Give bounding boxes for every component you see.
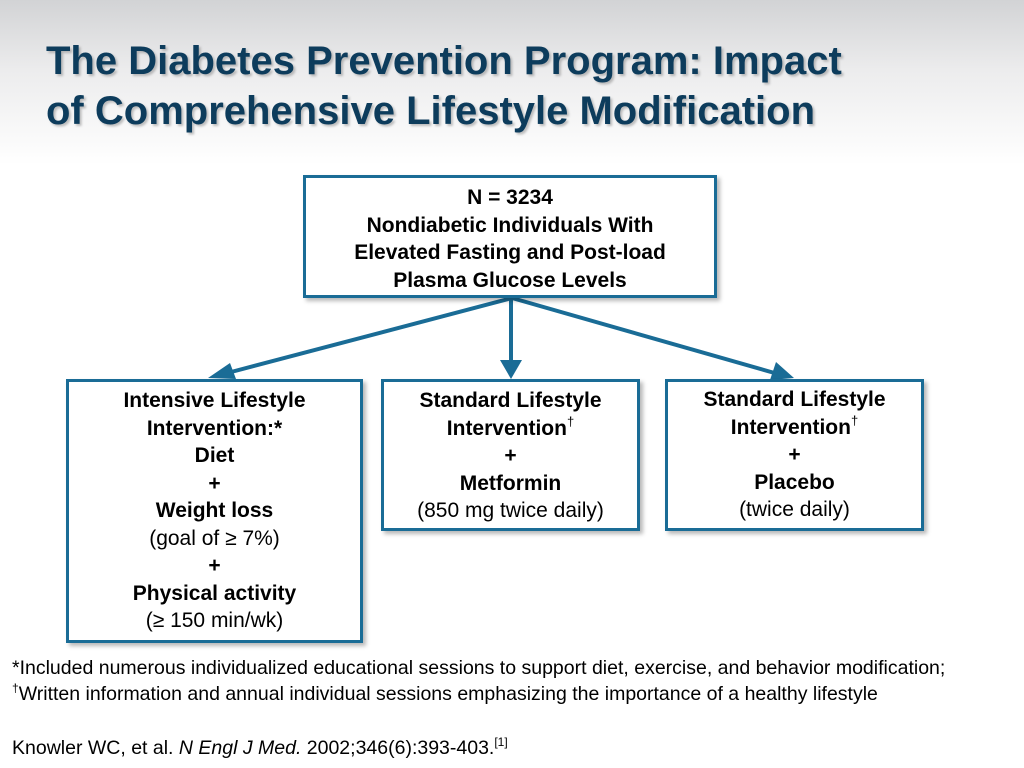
footnote-part-1: *Included numerous individualized educat… (12, 657, 946, 679)
arrowhead-metformin (500, 360, 522, 379)
placebo-line-1: Standard Lifestyle (703, 388, 886, 411)
citation: Knowler WC, et al. N Engl J Med. 2002;34… (12, 735, 912, 761)
intensive-physical-activity: Physical activity (132, 581, 297, 605)
placebo-line-2: Intervention† (668, 414, 921, 442)
arrowhead-intensive (208, 363, 236, 379)
arrow-to-placebo (511, 296, 779, 376)
metformin-line-2: Intervention† (384, 415, 637, 443)
intensive-diet: Diet (194, 444, 235, 467)
footnote-dagger: † (12, 681, 19, 695)
intensive-plus-1: + (208, 471, 221, 495)
metformin-plus: + (504, 444, 517, 467)
placebo-dose: (twice daily) (739, 498, 850, 521)
placebo-plus: + (788, 443, 801, 466)
citation-authors: Knowler WC, et al. (12, 737, 179, 759)
population-line-4: Plasma Glucose Levels (393, 268, 627, 292)
population-line-2: Nondiabetic Individuals With (366, 213, 654, 237)
metformin-line-1: Standard Lifestyle (419, 389, 602, 412)
metformin-intervention-label: Intervention (446, 416, 567, 440)
intensive-weight-goal: (goal of ≥ 7%) (149, 526, 280, 550)
citation-ref: [1] (494, 735, 508, 749)
intensive-activity-goal: (≥ 150 min/wk) (145, 609, 284, 632)
arrow-to-intensive (215, 296, 513, 378)
placebo-intervention-label: Intervention (730, 415, 851, 439)
intensive-plus-2: + (208, 554, 221, 577)
placebo-box: Standard Lifestyle Intervention† + Place… (665, 379, 924, 531)
intensive-line-1: Intensive Lifestyle (123, 389, 306, 412)
footnote: *Included numerous individualized educat… (12, 655, 1017, 707)
placebo-dagger: † (850, 412, 859, 428)
metformin-dose: (850 mg twice daily) (417, 499, 604, 522)
population-count: N = 3234 (467, 186, 553, 209)
citation-journal: N Engl J Med. (178, 737, 302, 759)
title-line-1: The Diabetes Prevention Program: Impact (46, 39, 842, 83)
citation-details: 2002;346(6):393-403. (301, 737, 495, 759)
intensive-line-2: Intervention:* (146, 416, 283, 440)
slide-title: The Diabetes Prevention Program: Impact … (46, 36, 1006, 136)
intensive-weight-loss: Weight loss (155, 499, 274, 522)
title-line-2: of Comprehensive Lifestyle Modification (46, 89, 816, 133)
footnote-part-2: Written information and annual individua… (18, 683, 878, 705)
arrowhead-placebo (770, 362, 794, 380)
population-box: N = 3234 Nondiabetic Individuals With El… (303, 175, 717, 298)
metformin-drug: Metformin (459, 471, 562, 495)
metformin-box: Standard Lifestyle Intervention† + Metfo… (381, 379, 640, 531)
metformin-dagger: † (566, 413, 575, 429)
intensive-lifestyle-box: Intensive Lifestyle Intervention:* Diet … (66, 379, 363, 643)
placebo-drug: Placebo (754, 470, 835, 494)
population-line-3: Elevated Fasting and Post-load (354, 241, 666, 264)
